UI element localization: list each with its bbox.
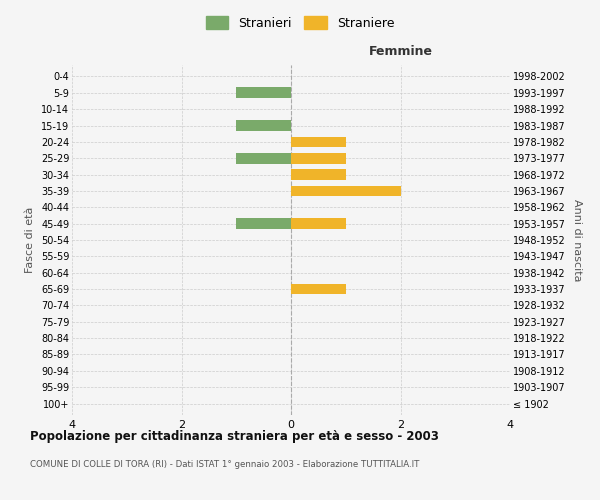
Bar [291,284,346,294]
Bar [236,120,291,131]
Y-axis label: Fasce di età: Fasce di età [25,207,35,273]
Bar [291,186,401,196]
Bar [236,153,291,164]
Text: Popolazione per cittadinanza straniera per età e sesso - 2003: Popolazione per cittadinanza straniera p… [30,430,439,443]
Bar [291,136,346,147]
Legend: Stranieri, Straniere: Stranieri, Straniere [201,11,399,35]
Y-axis label: Anni di nascita: Anni di nascita [572,198,583,281]
Bar [291,153,346,164]
Bar [236,88,291,98]
Text: COMUNE DI COLLE DI TORA (RI) - Dati ISTAT 1° gennaio 2003 - Elaborazione TUTTITA: COMUNE DI COLLE DI TORA (RI) - Dati ISTA… [30,460,419,469]
Text: Femmine: Femmine [368,45,433,58]
Bar [291,218,346,229]
Bar [291,170,346,180]
Bar [236,218,291,229]
